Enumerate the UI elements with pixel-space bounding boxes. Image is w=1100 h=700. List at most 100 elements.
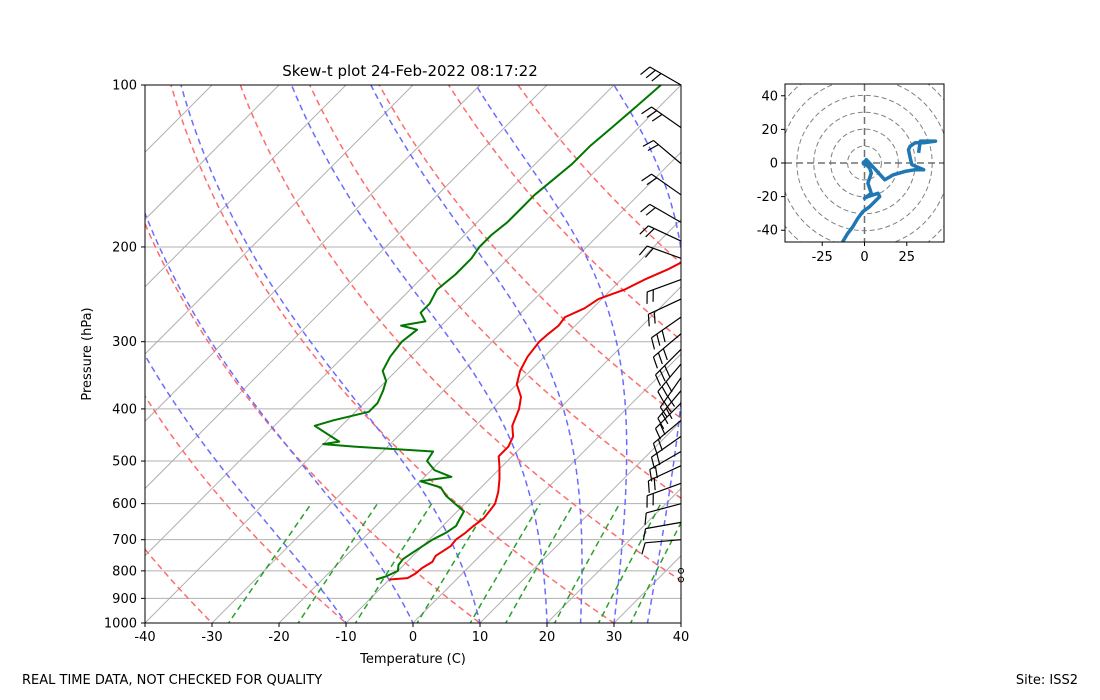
moist-adiabat-35 bbox=[613, 85, 681, 623]
wind-barb-650 bbox=[642, 521, 682, 541]
wind-barb-270 bbox=[650, 316, 682, 350]
isotherm--90 bbox=[145, 85, 347, 288]
dry-adiabat-10 bbox=[145, 221, 482, 623]
hodograph-x-tick-label: -25 bbox=[812, 250, 833, 265]
mixing-ratio-1 bbox=[297, 503, 379, 623]
wind-barb-330 bbox=[657, 363, 682, 403]
x-tick-label: -30 bbox=[201, 630, 222, 645]
isotherm--10 bbox=[345, 286, 681, 623]
quality-disclaimer: REAL TIME DATA, NOT CHECKED FOR QUALITY bbox=[22, 673, 323, 688]
hodograph-y-ticks: -40 -20 0 20 40 bbox=[757, 89, 785, 239]
isotherm--50 bbox=[145, 85, 615, 557]
y-tick-label: 600 bbox=[112, 497, 137, 512]
isotherm-0 bbox=[412, 353, 681, 623]
hodograph: -25 0 25 -40 -20 0 20 40 bbox=[757, 83, 945, 265]
moist-adiabat-30 bbox=[475, 85, 628, 623]
hodograph-ring-30 bbox=[813, 111, 916, 215]
mixing-ratio-10 bbox=[504, 503, 575, 623]
dry-adiabat-50 bbox=[239, 85, 681, 582]
x-tick-label: -10 bbox=[335, 630, 356, 645]
isotherm--30 bbox=[211, 151, 681, 623]
wind-barb-180 bbox=[640, 203, 682, 223]
dry-adiabat-70 bbox=[308, 85, 681, 500]
isotherm-10 bbox=[479, 420, 681, 623]
mixing-ratio-4 bbox=[416, 503, 491, 623]
x-axis-ticks: -40 -30 -20 -10 0 10 20 30 40 bbox=[134, 623, 689, 645]
mixing-ratio-32 bbox=[629, 521, 681, 623]
x-tick-label: -40 bbox=[134, 630, 155, 645]
sounding-traces bbox=[313, 85, 681, 581]
isotherm--20 bbox=[278, 218, 681, 623]
moist-adiabats bbox=[145, 85, 681, 623]
hodograph-y-tick-label: -40 bbox=[757, 224, 778, 239]
x-tick-label: -20 bbox=[268, 630, 289, 645]
mixing-ratio-7 bbox=[469, 503, 541, 623]
hodograph-trace bbox=[841, 139, 938, 242]
hodograph-y-tick-label: 0 bbox=[770, 157, 778, 172]
hodograph-y-tick-label: -20 bbox=[757, 190, 778, 205]
wind-barb-250 bbox=[647, 298, 682, 327]
isotherm-20 bbox=[546, 487, 681, 623]
isotherm--40 bbox=[145, 85, 681, 623]
temperature-trace bbox=[389, 261, 681, 581]
wind-barb-195 bbox=[639, 225, 682, 242]
mixing-ratio-0.4 bbox=[227, 503, 312, 623]
isotherm--60 bbox=[145, 85, 548, 490]
moist-adiabat-20 bbox=[290, 85, 548, 623]
wind-barb-830 bbox=[678, 576, 684, 583]
wind-barb-160 bbox=[641, 173, 682, 196]
y-axis-ticks: 1000 900 800 700 600 500 400 300 200 100 bbox=[104, 79, 145, 632]
moist-adiabat-25 bbox=[370, 85, 583, 623]
wind-barb-310 bbox=[654, 348, 682, 386]
wind-barbs bbox=[638, 66, 684, 583]
site-label: Site: ISS2 bbox=[1015, 673, 1078, 688]
hodograph-ring-10 bbox=[847, 145, 882, 181]
y-tick-label: 400 bbox=[112, 402, 137, 417]
x-tick-label: 10 bbox=[472, 630, 489, 645]
dry-adiabat--30 bbox=[145, 548, 214, 623]
x-axis-label: Temperature (C) bbox=[359, 652, 466, 667]
mixing-ratio-lines bbox=[227, 503, 681, 623]
y-tick-label: 700 bbox=[112, 533, 137, 548]
dry-adiabat--10 bbox=[145, 394, 348, 623]
wind-barb-700 bbox=[641, 539, 682, 555]
hodograph-x-ticks: -25 0 25 bbox=[812, 242, 915, 265]
y-tick-label: 200 bbox=[112, 240, 137, 255]
y-tick-label: 100 bbox=[112, 79, 137, 94]
hodograph-y-tick-label: 40 bbox=[761, 89, 778, 104]
wind-barb-140 bbox=[642, 139, 682, 165]
wind-barb-510 bbox=[647, 465, 682, 493]
mixing-ratio-24 bbox=[597, 503, 662, 623]
wind-barb-800 bbox=[678, 567, 684, 574]
y-tick-label: 500 bbox=[112, 455, 137, 470]
wind-barb-230 bbox=[646, 279, 682, 304]
y-tick-label: 800 bbox=[112, 564, 137, 579]
dewpoint-trace bbox=[313, 85, 662, 581]
dry-adiabat-90 bbox=[378, 85, 681, 420]
skewt-plot: -40 -30 -20 -10 0 10 20 30 40 1000 900 800 700 600 50… bbox=[80, 62, 689, 667]
hodograph-x-tick-label: 0 bbox=[860, 250, 868, 265]
x-tick-label: 30 bbox=[606, 630, 623, 645]
moist-adiabat-0 bbox=[145, 211, 414, 623]
y-axis-label: Pressure (hPa) bbox=[80, 307, 95, 400]
x-tick-label: 0 bbox=[409, 630, 417, 645]
wind-barb-210 bbox=[638, 245, 682, 259]
wind-barb-600 bbox=[644, 503, 682, 525]
dry-adiabat-30 bbox=[170, 85, 616, 623]
isotherm--80 bbox=[145, 85, 414, 355]
dry-adiabats bbox=[145, 85, 681, 623]
y-tick-label: 300 bbox=[112, 335, 137, 350]
y-tick-label: 900 bbox=[112, 592, 137, 607]
hodograph-x-tick-label: 25 bbox=[899, 250, 916, 265]
moist-adiabat-10 bbox=[180, 85, 481, 623]
chart-title: Skew-t plot 24-Feb-2022 08:17:22 bbox=[282, 62, 538, 80]
hodograph-origin-marker bbox=[861, 160, 868, 166]
wind-barb-290 bbox=[652, 333, 682, 369]
wind-barb-100 bbox=[640, 66, 682, 86]
isotherm--70 bbox=[145, 85, 481, 422]
mixing-ratio-2 bbox=[354, 503, 433, 623]
mixing-ratio-16 bbox=[553, 503, 621, 623]
y-tick-label: 1000 bbox=[104, 617, 137, 632]
wind-barb-550 bbox=[646, 482, 682, 508]
